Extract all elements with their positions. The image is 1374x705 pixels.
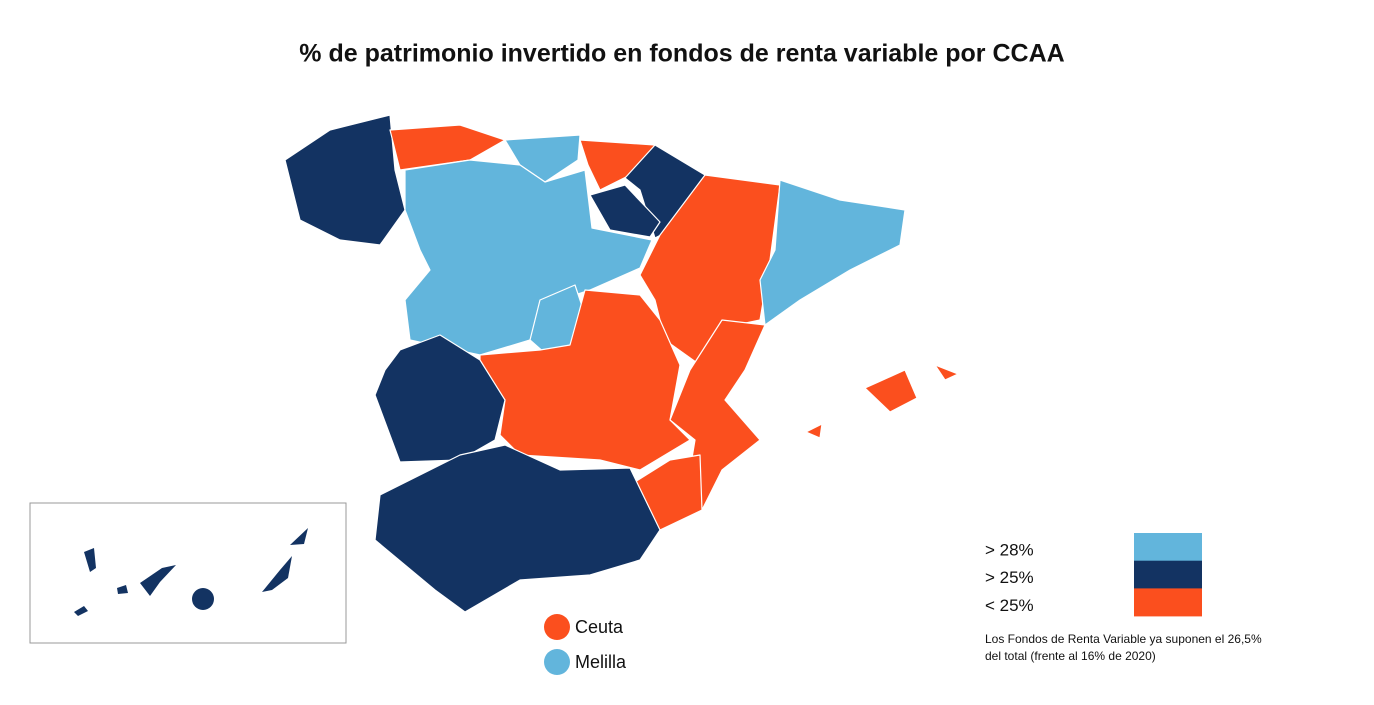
legend-label: > 25% [985,568,1034,587]
island [192,588,214,610]
region [389,124,506,171]
city-dot [544,649,570,675]
island [84,548,96,572]
note: del total (frente al 16% de 2020) [985,649,1156,663]
canary-inset [29,502,347,644]
cities: Ceuta Melilla [544,614,627,675]
legend-swatch [1134,560,1202,589]
region [284,114,406,246]
region [864,369,918,413]
note: Los Fondos de Renta Variable ya suponen … [985,632,1262,646]
region [589,184,661,238]
legend-swatch [1134,533,1202,561]
island [74,606,88,616]
city-dot [544,614,570,640]
region [374,444,661,613]
region [374,334,506,463]
island [290,528,308,545]
region [579,139,656,191]
city-label: Melilla [575,652,627,672]
legend: > 28% > 25% < 25% [985,533,1202,617]
island [140,565,176,596]
region [479,289,691,471]
legend-label: < 25% [985,596,1034,615]
city-label: Ceuta [575,617,624,637]
region [759,179,906,326]
inset-frame [29,502,347,644]
legend-swatch [1134,588,1202,617]
island [262,556,292,592]
title: % de patrimonio invertido en fondos de r… [299,40,1064,68]
region [805,423,823,439]
region [504,134,581,183]
legend-label: > 28% [985,540,1034,559]
region [934,364,959,381]
island [117,585,128,594]
spain-map [284,114,959,613]
